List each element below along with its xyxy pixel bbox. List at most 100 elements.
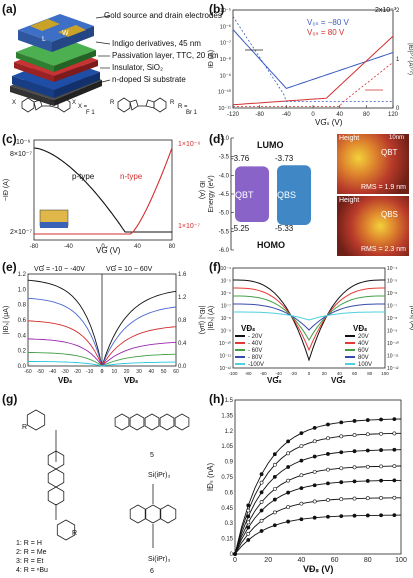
f-legend-right-item: 100V — [345, 362, 372, 369]
b-ytick-label: 10⁻⁸ — [220, 56, 231, 63]
g-num6: 6 — [150, 568, 154, 575]
qbt-lumo-val: -3.76 — [231, 154, 250, 163]
h-point — [259, 490, 264, 495]
c-left-mid: 8×10⁻⁷ — [10, 151, 32, 158]
h-point — [246, 508, 251, 513]
f-legend-text: 60V — [358, 348, 369, 354]
b-xtick-label: -80 — [255, 112, 264, 118]
f-xlabel-left: VƓₛ — [267, 376, 282, 385]
legend-p: V₀ₛ = −80 V — [307, 18, 349, 27]
f-legend-text: 40V — [358, 341, 369, 347]
e-series-right-5 — [101, 361, 176, 367]
f-legend-swatch — [235, 349, 245, 352]
b-ylabel-right: |IƉ|¹ᐟ² (A¹ᐟ²) — [407, 43, 413, 75]
h-series-5 — [234, 497, 401, 555]
h-point — [365, 448, 370, 453]
e-xlabel-right: VƉₛ — [124, 376, 139, 385]
panel-a-label: (a) — [2, 2, 17, 16]
panel-h-label: (h) — [209, 392, 225, 406]
h-point — [339, 480, 344, 485]
h-point — [312, 499, 317, 504]
h-point — [392, 431, 397, 436]
afm2-tag: Height — [339, 197, 360, 204]
f-xtick: -100 — [228, 371, 238, 376]
h-point — [272, 510, 277, 515]
h-point — [299, 431, 304, 436]
h-point — [339, 420, 344, 425]
f-ytick-left: 10⁻¹¹ — [219, 354, 231, 360]
h-point — [286, 478, 291, 483]
h-series-0 — [234, 418, 402, 555]
g-ring-6-1 — [144, 504, 162, 524]
layer-label-electrodes: Gold source and drain electrodes — [104, 11, 222, 20]
e-xlabel-left: VƉₛ — [58, 376, 73, 385]
h-point — [286, 439, 291, 444]
compound-4: 4: R = ⁿBu — [16, 567, 48, 574]
h-point — [365, 464, 370, 469]
layer-label-indigo: Indigo derivatives, 45 nm — [112, 39, 201, 48]
mol-r-right: R — [170, 100, 175, 106]
d-ytick-label: -5.0 — [219, 211, 230, 217]
f-xlabel-right: VƓₛ — [331, 376, 346, 385]
f-legend-left: - 20V - 40V - 60V - 80V -100V — [235, 334, 264, 369]
h-point — [392, 417, 397, 422]
panel-f: (f) 10⁻⁴ 10⁻⁴ 10⁻⁵ 10⁻⁵ 10⁻⁶ 10⁻⁶ 10⁻⁷ 10⁻⁷ 10⁻⁸… — [205, 258, 413, 388]
h-point — [352, 479, 357, 484]
e-ytick-left: 1.2 — [18, 272, 27, 278]
e-series-left-1 — [27, 297, 103, 367]
f-ylabel-left: |IƉₛ| (A) — [208, 306, 215, 331]
f-xtick: 0 — [308, 371, 311, 376]
h-point — [326, 498, 330, 502]
e-xtick-left: -10 — [86, 369, 93, 375]
f-legend-text: - 20V — [248, 334, 263, 340]
h-point — [259, 518, 264, 523]
layer-label-substrate: n-doped Si substrate — [112, 75, 186, 84]
h-point — [312, 454, 317, 459]
f-ytick-left: 10⁻⁶ — [221, 291, 231, 297]
h-point — [299, 444, 304, 448]
e-ytick-right: 1.2 — [178, 295, 187, 301]
panel-d-label: (d) — [209, 132, 225, 146]
f-series-4 — [233, 311, 385, 321]
h-xtick-label: 20 — [264, 557, 272, 564]
c-xtick-label: 0 — [101, 244, 105, 250]
e-ytick-left: 0.4 — [18, 333, 27, 339]
g-ring-5-3 — [159, 413, 175, 431]
h-xtick-label: 100 — [395, 557, 407, 564]
h-point — [339, 497, 344, 502]
f-legend-left-item: - 80V — [235, 355, 264, 362]
h-point — [379, 417, 383, 422]
h-point — [392, 495, 397, 500]
h-point — [392, 513, 397, 518]
h-xtick-label: 60 — [331, 557, 339, 564]
h-xtick-label: 80 — [364, 557, 372, 564]
h-point — [272, 452, 277, 457]
afm1-tag: Height — [339, 135, 360, 142]
h-point — [246, 514, 251, 519]
b-xtick-label: 120 — [388, 112, 399, 118]
compound-2: 2: R = Me — [16, 549, 47, 556]
h-point — [299, 486, 304, 490]
f-ytick-right: 10⁻⁸ — [387, 316, 397, 322]
c-inset-layer — [40, 222, 68, 228]
f-legend-left-title: VƉₛ — [241, 324, 256, 333]
e-series-right-1 — [101, 306, 177, 367]
f-series-2 — [233, 295, 385, 341]
e-xtick-left: -30 — [61, 369, 68, 375]
h-point — [299, 458, 304, 463]
e-series-left-3 — [27, 338, 103, 367]
h-point — [339, 450, 344, 455]
d-ylabel: Energy (eV) — [208, 175, 215, 212]
r-table-label: R = — [178, 104, 188, 110]
f-legend-text: 80V — [358, 355, 369, 361]
g-si-top: Si(iPr)₃ — [148, 472, 171, 479]
panel-b-label: (b) — [209, 2, 225, 16]
b-ytick-right-label: 2 — [396, 8, 400, 14]
g-num5: 5 — [150, 452, 154, 459]
lumo-label: LUMO — [257, 140, 284, 150]
f-xtick: -20 — [291, 371, 298, 376]
afm2-name: QBS — [381, 210, 398, 219]
afm2-rms: RMS = 2.3 nm — [361, 246, 406, 253]
f-legend-left-item: - 40V — [235, 341, 264, 348]
b-ytick-label: 10⁻⁶ — [220, 23, 231, 30]
